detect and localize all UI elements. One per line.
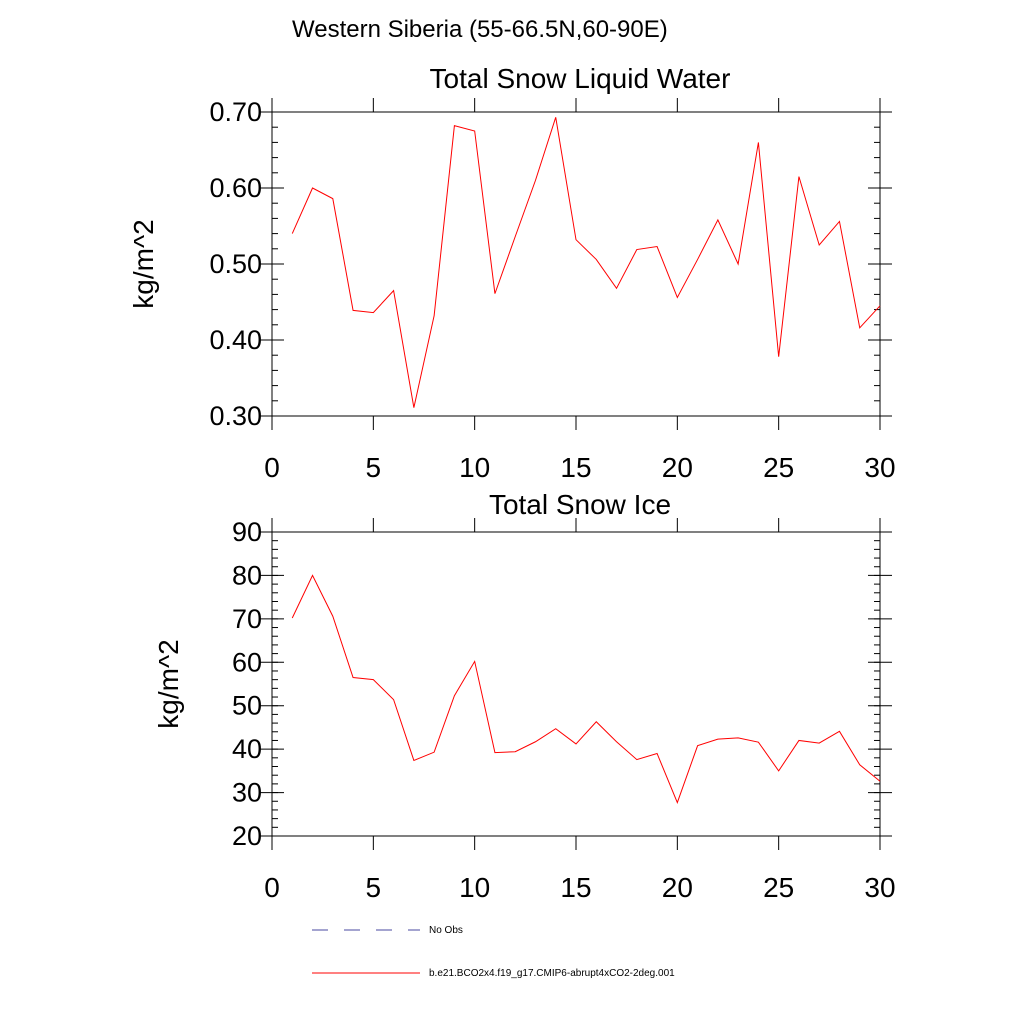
y-tick-label: 90 bbox=[232, 517, 262, 547]
page-title: Western Siberia (55-66.5N,60-90E) bbox=[292, 16, 668, 43]
chart-panel-1: Total Snow Liquid Water kg/m^2 0.30 0.40 0.5… bbox=[128, 63, 896, 483]
x-tick-label: 30 bbox=[864, 872, 895, 903]
series-line bbox=[291, 574, 881, 804]
y-axis-label: kg/m^2 bbox=[128, 219, 159, 308]
x-tick-label: 0 bbox=[264, 872, 280, 903]
y-tick-label: 0.30 bbox=[209, 401, 262, 431]
y-tick-label: 0.70 bbox=[209, 97, 262, 127]
x-tick-label: 20 bbox=[662, 452, 693, 483]
x-tick-label: 0 bbox=[264, 452, 280, 483]
series-line bbox=[291, 117, 881, 408]
x-tick-label: 15 bbox=[560, 452, 591, 483]
legend-obs-label: No Obs bbox=[429, 925, 463, 936]
x-tick-label: 10 bbox=[459, 872, 490, 903]
y-tick-label: 50 bbox=[232, 691, 262, 721]
chart-panel-2: Total Snow Ice kg/m^2 20 30 40 50 60 70 80 90 0 5 10… bbox=[153, 489, 896, 903]
legend: No Obs b.e21.BCO2x4.f19_g17.CMIP6-abrupt4… bbox=[312, 925, 675, 979]
y-tick-label: 80 bbox=[232, 560, 262, 590]
x-tick-label: 25 bbox=[763, 872, 794, 903]
x-tick-label: 25 bbox=[763, 452, 794, 483]
y-axis-label: kg/m^2 bbox=[153, 639, 184, 728]
x-tick-label: 30 bbox=[864, 452, 895, 483]
x-tick-label: 5 bbox=[366, 872, 382, 903]
y-tick-label: 20 bbox=[232, 821, 262, 851]
chart-title: Total Snow Liquid Water bbox=[430, 63, 731, 94]
y-tick-label: 40 bbox=[232, 734, 262, 764]
y-tick-label: 0.60 bbox=[209, 173, 262, 203]
x-tick-label: 5 bbox=[366, 452, 382, 483]
y-tick-label: 0.40 bbox=[209, 325, 262, 355]
plot-frame bbox=[271, 531, 881, 837]
x-tick-label: 15 bbox=[560, 872, 591, 903]
y-tick-label: 60 bbox=[232, 647, 262, 677]
legend-model-label: b.e21.BCO2x4.f19_g17.CMIP6-abrupt4xCO2-2… bbox=[429, 968, 675, 979]
y-tick-label: 70 bbox=[232, 604, 262, 634]
x-tick-label: 20 bbox=[662, 872, 693, 903]
y-tick-label: 0.50 bbox=[209, 249, 262, 279]
x-tick-label: 10 bbox=[459, 452, 490, 483]
y-tick-label: 30 bbox=[232, 778, 262, 808]
chart-title: Total Snow Ice bbox=[489, 489, 671, 520]
